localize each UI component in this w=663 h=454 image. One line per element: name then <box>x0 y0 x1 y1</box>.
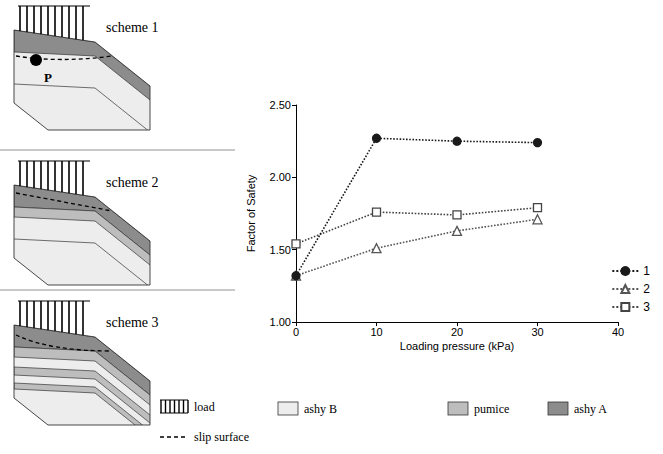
svg-text:Factor of Safety: Factor of Safety <box>245 174 257 252</box>
svg-text:0: 0 <box>293 326 299 338</box>
svg-text:load: load <box>194 400 215 414</box>
svg-text:2: 2 <box>643 282 650 296</box>
svg-text:1: 1 <box>643 264 650 278</box>
svg-text:Loading pressure (kPa): Loading pressure (kPa) <box>400 340 514 352</box>
svg-text:P: P <box>44 70 52 85</box>
svg-text:slip surface: slip surface <box>194 430 249 444</box>
svg-text:scheme 3: scheme 3 <box>106 315 158 330</box>
svg-text:pumice: pumice <box>474 402 509 416</box>
svg-text:1.00: 1.00 <box>270 316 291 328</box>
svg-text:2.00: 2.00 <box>270 171 291 183</box>
svg-text:scheme 1: scheme 1 <box>106 20 158 35</box>
svg-text:ashy A: ashy A <box>574 402 607 416</box>
svg-text:3: 3 <box>643 300 650 314</box>
svg-text:ashy B: ashy B <box>304 402 337 416</box>
svg-text:1.50: 1.50 <box>270 244 291 256</box>
svg-text:scheme 2: scheme 2 <box>106 175 158 190</box>
svg-text:20: 20 <box>451 326 463 338</box>
svg-text:2.50: 2.50 <box>270 99 291 111</box>
svg-text:10: 10 <box>370 326 382 338</box>
svg-text:30: 30 <box>531 326 543 338</box>
svg-text:40: 40 <box>612 326 624 338</box>
